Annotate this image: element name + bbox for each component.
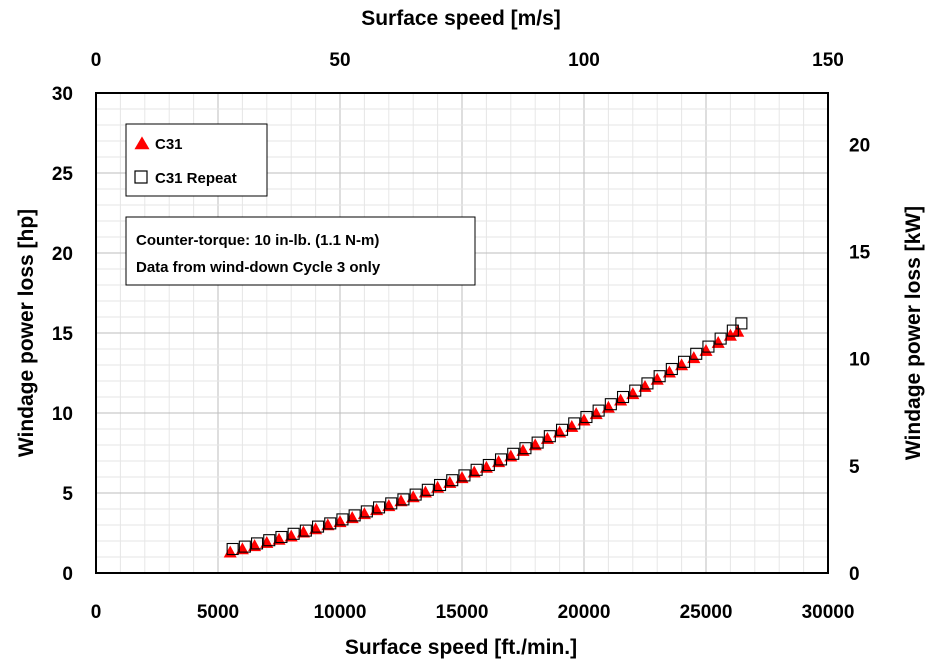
data-point-c31-repeat (641, 377, 654, 390)
x-tick-label: 25000 (680, 602, 733, 623)
data-point-c31-repeat (324, 517, 337, 530)
x-tick-label: 30000 (802, 602, 855, 623)
x2-axis-title: Surface speed [m/s] (361, 7, 561, 30)
data-markers (223, 317, 748, 558)
data-point-c31-repeat (543, 430, 556, 443)
data-point-c31-repeat (470, 463, 483, 476)
data-point-c31-repeat (507, 447, 520, 460)
y2-tick-label: 15 (849, 243, 871, 264)
data-point-c31-repeat (397, 493, 410, 506)
data-point-c31-repeat (446, 474, 459, 487)
data-point-c31-repeat (263, 534, 276, 547)
data-point-c31-repeat (482, 458, 495, 472)
data-point-c31-repeat (665, 362, 678, 376)
annotation-line-2: Data from wind-down Cycle 3 only (136, 259, 381, 276)
x2-tick-label: 0 (91, 50, 102, 71)
x-tick-label: 20000 (558, 602, 611, 623)
data-point-c31-repeat (592, 404, 605, 417)
data-point-c31-repeat (348, 509, 361, 522)
data-point-c31-repeat (336, 513, 349, 526)
x2-tick-label: 50 (329, 50, 350, 71)
data-point-c31-repeat (250, 537, 264, 550)
y2-tick-label: 5 (849, 457, 860, 478)
data-point-c31-repeat (726, 324, 739, 337)
data-point-c31-repeat (226, 542, 239, 556)
y2-tick-label: 10 (849, 350, 870, 371)
data-point-c31-repeat (702, 340, 715, 353)
data-point-c31-repeat (604, 398, 617, 411)
x-tick-label: 15000 (436, 602, 489, 623)
data-point-c31-repeat (555, 423, 569, 436)
x2-tick-label: 100 (568, 50, 600, 71)
annotation-box (125, 216, 476, 286)
data-point-c31-repeat (385, 497, 398, 510)
data-point-c31-repeat (311, 520, 325, 533)
x-tick-label: 0 (91, 602, 102, 623)
y-tick-label: 20 (52, 244, 73, 265)
legend-label-c31-repeat: C31 Repeat (155, 170, 237, 187)
x2-tick-label: 150 (812, 50, 844, 71)
legend-marker-square (134, 170, 148, 184)
data-point-c31-repeat (735, 317, 748, 330)
annotation-line-1: Counter-torque: 10 in-lb. (1.1 N-m) (136, 232, 379, 249)
y2-tick-label: 20 (849, 135, 870, 156)
annotation: Counter-torque: 10 in-lb. (1.1 N-m) Data… (125, 216, 476, 286)
legend-box (125, 123, 268, 197)
y-tick-label: 15 (52, 324, 74, 345)
data-point-c31-repeat (677, 355, 691, 368)
data-point-c31-repeat (519, 442, 532, 455)
y-tick-label: 25 (52, 164, 74, 185)
data-point-c31-repeat (494, 453, 508, 466)
y-tick-label: 30 (52, 84, 73, 105)
data-point-c31-repeat (714, 332, 727, 345)
legend-marker-triangle (134, 136, 150, 150)
tick-labels: 0 5000 10000 15000 20000 25000 300000510152025… (52, 50, 871, 623)
data-point-c31-repeat (287, 527, 300, 540)
plot-frame (95, 92, 829, 574)
data-point-c31-repeat (299, 524, 312, 537)
x-tick-label: 10000 (314, 602, 367, 623)
y-tick-label: 0 (62, 564, 73, 585)
x-axis-title: Surface speed [ft./min.] (345, 636, 577, 659)
x-tick-label: 5000 (197, 602, 239, 623)
data-point-c31-repeat (275, 530, 288, 544)
data-point-c31-repeat (580, 410, 593, 424)
data-point-c31-repeat (421, 483, 434, 496)
y2-tick-label: 0 (849, 564, 860, 585)
data-point-c31-repeat (433, 478, 447, 492)
y2-axis-title: Windage power loss [kW] (902, 206, 925, 460)
legend-label-c31: C31 (155, 136, 183, 153)
data-point-c31-repeat (458, 469, 471, 482)
data-point-c31-repeat (238, 540, 251, 553)
legend: C31 C31 Repeat (125, 123, 268, 197)
y-axis-title: Windage power loss [hp] (15, 209, 38, 457)
data-point-c31-repeat (690, 347, 703, 360)
data-point-c31-repeat (653, 370, 666, 383)
data-point-c31-repeat (568, 417, 581, 430)
data-point-c31-repeat (531, 436, 544, 449)
data-point-c31-repeat (409, 488, 422, 501)
data-point-c31-repeat (616, 390, 630, 404)
y-tick-label: 5 (62, 484, 73, 505)
y-tick-label: 10 (52, 404, 73, 425)
data-point-c31-repeat (360, 505, 373, 518)
data-point-c31-repeat (629, 384, 642, 397)
data-point-c31-repeat (372, 501, 386, 514)
